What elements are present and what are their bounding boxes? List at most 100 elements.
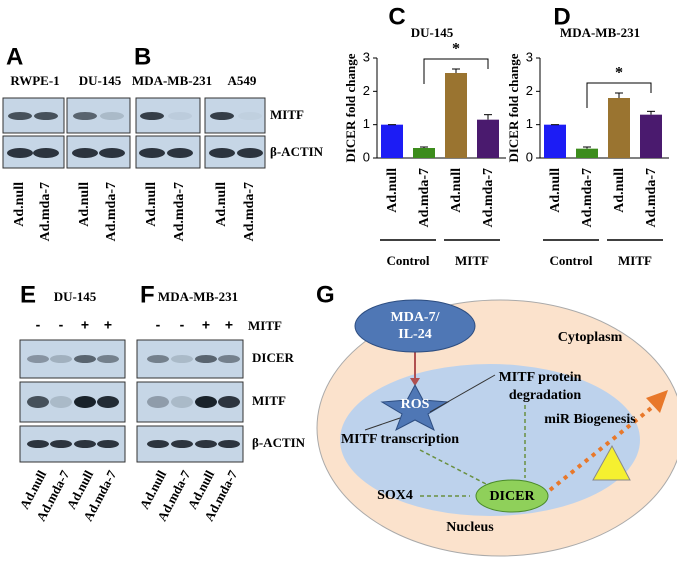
bar	[413, 148, 435, 158]
y-tick-label: 3	[363, 49, 370, 64]
diagram	[316, 299, 677, 557]
bar	[477, 119, 499, 158]
label: β-ACTIN	[252, 435, 306, 450]
label: F	[140, 281, 155, 308]
label: *	[452, 41, 460, 58]
band	[210, 112, 234, 120]
y-axis-label: DICER fold change	[343, 53, 358, 162]
band	[147, 396, 169, 408]
bar	[381, 124, 403, 158]
x-tick-label: Ad.mda-7	[580, 168, 595, 228]
ros-star	[380, 383, 450, 432]
band	[100, 112, 124, 120]
y-tick-label: 1	[526, 116, 533, 131]
band	[97, 355, 119, 363]
label: Control	[386, 253, 429, 268]
bar	[544, 124, 566, 158]
band	[171, 396, 193, 408]
label: MITF	[618, 253, 652, 268]
label: +	[225, 317, 233, 333]
label: MITF	[270, 107, 304, 122]
band	[99, 148, 125, 158]
x-tick-label: Ad.null	[449, 168, 464, 213]
lane-label: Ad.mda-7	[242, 182, 257, 242]
band	[7, 148, 33, 158]
band	[237, 148, 263, 158]
label: +	[81, 317, 89, 333]
band	[147, 355, 169, 363]
label: E	[20, 281, 36, 308]
band	[50, 355, 72, 363]
arrowhead	[410, 378, 420, 386]
node-label: Cytoplasm	[558, 330, 623, 345]
band	[218, 355, 240, 363]
y-tick-label: 2	[363, 83, 370, 98]
label: MDA-MB-231	[158, 289, 238, 304]
band	[8, 112, 32, 120]
error-bar	[583, 146, 591, 149]
error-bar	[647, 110, 655, 115]
label: -	[180, 317, 185, 333]
y-tick-label: 0	[363, 149, 370, 164]
node-label: Nucleus	[446, 520, 494, 535]
label: +	[202, 317, 210, 333]
lane-label: Ad.mda-7	[172, 182, 187, 242]
bar	[608, 98, 630, 158]
band	[209, 148, 235, 158]
node-label: MITF protein	[499, 370, 582, 385]
label: MITF	[252, 393, 286, 408]
label: -	[36, 317, 41, 333]
dicer-node	[475, 479, 549, 513]
band	[50, 396, 72, 408]
label: DICER	[252, 350, 295, 365]
node-label: SOX4	[377, 488, 413, 503]
label: D	[553, 3, 570, 30]
error-bar	[452, 68, 460, 73]
y-tick-label: 1	[363, 116, 370, 131]
lane-label: Ad.null	[12, 182, 27, 227]
band	[195, 355, 217, 363]
lane-label: Ad.null	[144, 182, 159, 227]
blot	[136, 339, 244, 379]
arrow	[429, 374, 496, 413]
arrowhead	[646, 390, 668, 413]
label: G	[316, 281, 335, 308]
band	[171, 440, 193, 448]
y-tick-label: 0	[526, 149, 533, 164]
band	[97, 396, 119, 408]
x-tick-label: Ad.mda-7	[417, 168, 432, 228]
band	[218, 396, 240, 408]
band	[238, 112, 262, 120]
bracket	[423, 58, 489, 84]
label: MDA-MB-231	[132, 73, 212, 88]
label: A549	[228, 73, 257, 88]
label: MITF	[248, 318, 282, 333]
lane-label: Ad.null	[77, 182, 92, 227]
lane-label: Ad.null	[214, 182, 229, 227]
label: DU-145	[79, 73, 122, 88]
y-tick-label: 2	[526, 83, 533, 98]
band	[139, 148, 165, 158]
label: DU-145	[54, 289, 97, 304]
mda7-node	[354, 299, 476, 353]
label: DU-145	[411, 25, 454, 40]
band	[27, 396, 49, 408]
x-tick-label: Ad.mda-7	[481, 168, 496, 228]
node-label: miR Biogenesis	[544, 412, 636, 427]
node-label: DICER	[489, 489, 535, 504]
label: β-ACTIN	[270, 144, 324, 159]
y-tick-label: 3	[526, 49, 533, 64]
node-label: ROS	[401, 397, 430, 412]
node-label: IL-24	[398, 327, 431, 342]
x-tick-label: Ad.null	[612, 168, 627, 213]
band	[195, 396, 217, 408]
band	[140, 112, 164, 120]
error-bar	[615, 92, 623, 98]
band	[33, 148, 59, 158]
node-label: degradation	[509, 388, 582, 403]
label: RWPE-1	[10, 73, 59, 88]
label: +	[104, 317, 112, 333]
band	[167, 148, 193, 158]
lane-label: Ad.mda-7	[38, 182, 53, 242]
